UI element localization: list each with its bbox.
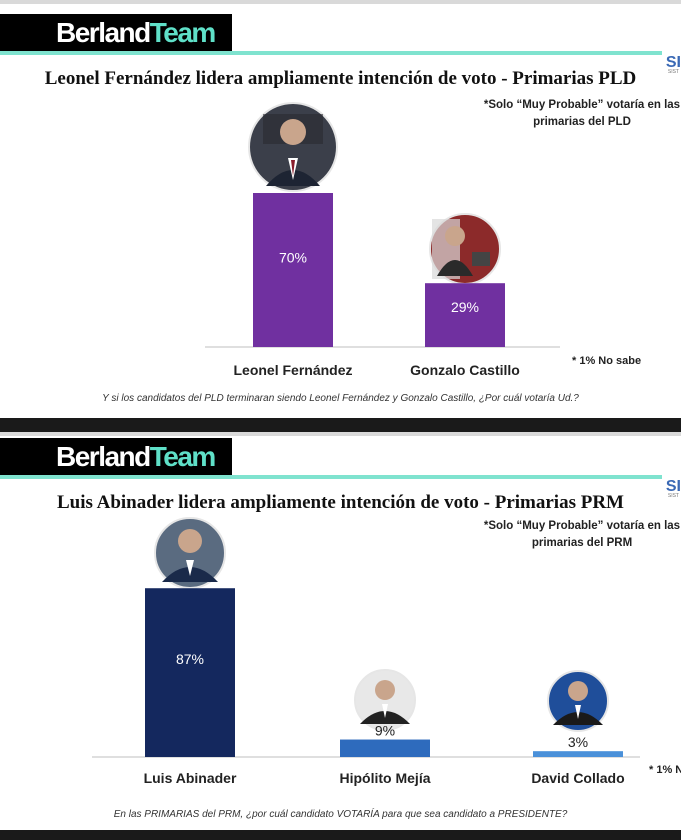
bar-1 — [145, 588, 235, 757]
bar-3 — [533, 751, 623, 757]
corner-logo-mark: SI — [665, 478, 681, 495]
corner-logo-sub: SIST — [667, 69, 679, 75]
slide-pld: BerlandTeam SI SIST Leonel Fernández lid… — [0, 0, 681, 418]
data-label-2: 29% — [451, 299, 479, 315]
bar-2 — [340, 739, 430, 757]
chart-title: Leonel Fernández lidera ampliamente inte… — [44, 68, 637, 89]
corner-logo-mark: SI — [665, 54, 681, 71]
category-label-1: Luis Abinader — [144, 770, 237, 786]
bar-1 — [253, 193, 333, 347]
gonzalo-castillo-photo — [429, 213, 501, 285]
note-line-2: primarias del PLD — [533, 116, 631, 128]
survey-question: En las PRIMARIAS del PRM, ¿por cuál cand… — [113, 809, 568, 820]
no-sabe-note: * 1% No — [649, 764, 681, 776]
logo-text-team: Team — [149, 441, 217, 472]
berland-team-logo: BerlandTeam — [0, 438, 232, 476]
logo-text-berland: Berland — [56, 17, 151, 48]
note-line-1: *Solo “Muy Probable” votaría en las — [483, 520, 681, 532]
no-sabe-note: * 1% No sabe — [572, 355, 642, 367]
slide-prm: BerlandTeam SI SIST Luis Abinader lidera… — [0, 432, 681, 830]
data-label-1: 70% — [279, 249, 307, 265]
logo-text-berland: Berland — [56, 441, 151, 472]
survey-question: Y si los candidatos del PLD terminaran s… — [102, 393, 579, 404]
hipolito-mejia-photo — [354, 669, 416, 731]
leonel-fernandez-photo — [248, 102, 338, 192]
note-line-2: primarias del PRM — [531, 537, 633, 549]
luis-abinader-photo — [154, 517, 226, 589]
probable-voter-note: *Solo “Muy Probable” votaría en las prim… — [482, 97, 681, 131]
note-line-1: *Solo “Muy Probable” votaría en las — [483, 99, 681, 111]
berland-team-logo: BerlandTeam — [0, 14, 232, 52]
category-label-1: Leonel Fernández — [233, 362, 352, 378]
david-collado-photo — [547, 670, 609, 732]
pld-bar-chart: 70% Leonel Fernández 29% Gonzalo Castillo — [205, 102, 560, 378]
probable-voter-note: *Solo “Muy Probable” votaría en las prim… — [482, 518, 681, 552]
bar-2 — [425, 283, 505, 347]
corner-logo-sub: SIST — [667, 493, 679, 499]
data-label-1: 87% — [176, 651, 204, 667]
category-label-2: Gonzalo Castillo — [410, 362, 520, 378]
chart-title: Luis Abinader lidera ampliamente intenci… — [57, 492, 624, 513]
category-label-2: Hipólito Mejía — [340, 770, 431, 786]
header-accent-line — [0, 475, 662, 479]
logo-text-team: Team — [149, 17, 217, 48]
category-label-3: David Collado — [531, 770, 624, 786]
header-accent-line — [0, 51, 662, 55]
data-label-3: 3% — [568, 734, 588, 750]
data-label-2: 9% — [375, 723, 395, 739]
prm-bar-chart: 87% Luis Abinader 9% Hipólito Mejía 3% David … — [92, 517, 640, 786]
